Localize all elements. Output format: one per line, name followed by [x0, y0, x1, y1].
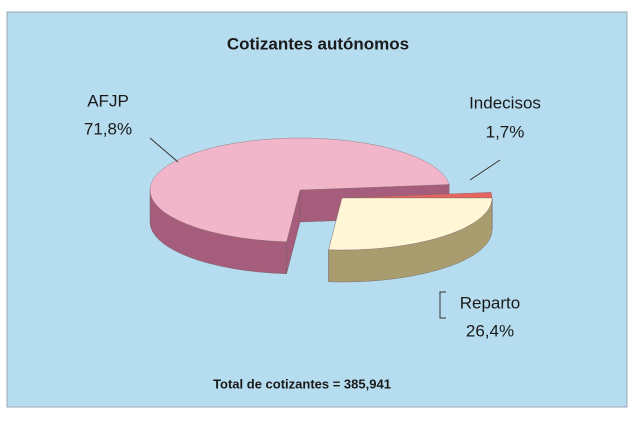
category-label: AFJP [87, 91, 129, 110]
slice [149, 137, 450, 242]
value-label: 26,4% [466, 321, 514, 340]
category-label: Indecisos [469, 93, 541, 112]
value-label: 71,8% [84, 119, 132, 138]
value-label: 1,7% [486, 122, 525, 141]
leader-line [469, 159, 501, 181]
leader-line [149, 137, 179, 163]
leader-line [439, 291, 446, 319]
note: Total de cotizantes = 385,941 [213, 376, 391, 391]
chart-title: Cotizantes autónomos [227, 34, 409, 53]
category-label: Reparto [460, 293, 520, 312]
slice [328, 197, 493, 251]
